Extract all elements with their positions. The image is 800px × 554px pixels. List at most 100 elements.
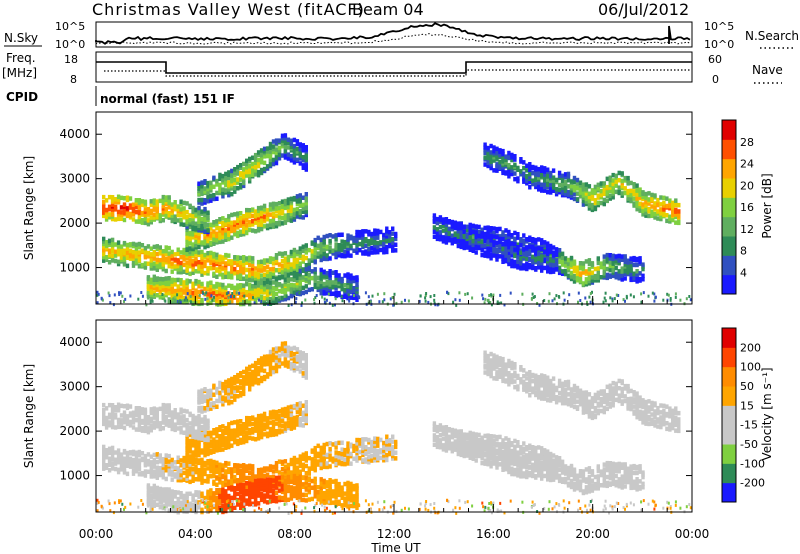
heatmap-cell: [271, 161, 276, 167]
heatmap-cell: [245, 299, 249, 304]
heatmap-cell: [262, 276, 267, 281]
heatmap-cell: [376, 231, 380, 236]
heatmap-cell: [292, 286, 297, 291]
heatmap-cell: [262, 411, 267, 417]
heatmap-cell: [253, 422, 258, 427]
heatmap-cell: [140, 243, 145, 248]
heatmap-cell: [215, 255, 219, 260]
heatmap-cell: [641, 202, 645, 207]
heatmap-cell: [158, 213, 162, 218]
heatmap-cell: [256, 152, 261, 158]
heatmap-cell: [102, 251, 106, 257]
noise-right-tick-top: 10^5: [704, 20, 734, 33]
heatmap-cell: [158, 421, 162, 426]
heatmap-cell: [471, 236, 475, 241]
heatmap-cell: [554, 265, 559, 270]
heatmap-cell: [322, 240, 326, 245]
heatmap-cell: [233, 428, 237, 433]
heatmap-cell: [466, 292, 469, 296]
heatmap-cell: [489, 226, 493, 231]
heatmap-cell: [188, 263, 192, 269]
heatmap-cell: [167, 200, 171, 206]
heatmap-cell: [283, 251, 288, 256]
heatmap-cell: [343, 252, 347, 257]
heatmap-cell: [218, 434, 222, 439]
heatmap-cell: [209, 283, 213, 289]
heatmap-cell: [158, 251, 162, 256]
heatmap-cell: [239, 171, 243, 176]
heatmap-cell: [128, 248, 133, 254]
heatmap-cell: [203, 433, 207, 438]
heatmap-cell: [283, 152, 288, 157]
heatmap-cell: [319, 246, 323, 251]
heatmap-cell: [224, 252, 228, 258]
heatmap-cell: [617, 261, 621, 266]
heatmap-cell: [271, 149, 276, 155]
heatmap-cell: [137, 413, 142, 419]
heatmap-cell: [137, 264, 142, 269]
heatmap-cell: [221, 480, 225, 486]
heatmap-cell: [271, 290, 276, 295]
heatmap-cell: [194, 212, 198, 218]
heatmap-cell: [581, 182, 586, 187]
heatmap-cell: [554, 187, 559, 192]
heatmap-cell: [209, 391, 213, 396]
heatmap-cell: [343, 249, 347, 254]
heatmap-cell: [528, 165, 532, 170]
heatmap-cell: [298, 272, 302, 277]
heatmap-cell: [256, 157, 261, 163]
heatmap-cell: [102, 459, 106, 465]
heatmap-cell: [496, 300, 499, 304]
heatmap-cell: [522, 263, 526, 268]
heatmap-cell: [394, 236, 398, 242]
heatmap-cell: [549, 265, 553, 270]
heatmap-cell: [140, 456, 145, 461]
heatmap-cell: [104, 422, 109, 428]
heatmap-cell: [268, 288, 273, 294]
heatmap-cell: [295, 460, 300, 465]
heatmap-cell: [245, 373, 249, 378]
heatmap-cell: [319, 445, 323, 451]
heatmap-cell: [662, 210, 666, 215]
heatmap-cell: [492, 168, 496, 173]
heatmap-cell: [289, 361, 294, 367]
heatmap-cell: [140, 470, 145, 476]
heatmap-cell: [242, 170, 246, 175]
heatmap-cell: [277, 220, 282, 225]
heatmap-cell: [674, 202, 678, 208]
heatmap-cell: [215, 233, 219, 239]
heatmap-cell: [134, 209, 139, 215]
heatmap-cell: [200, 267, 204, 273]
heatmap-cell: [614, 259, 618, 264]
heatmap-cell: [346, 241, 350, 246]
heatmap-cell: [659, 216, 663, 222]
heatmap-cell: [572, 259, 577, 264]
heatmap-cell: [221, 463, 225, 468]
heatmap-cell: [167, 284, 171, 289]
heatmap-cell: [557, 270, 562, 276]
heatmap-cell: [271, 222, 276, 227]
noise-sky-trace: [95, 22, 691, 45]
heatmap-cell: [289, 158, 294, 163]
heatmap-cell: [349, 442, 353, 447]
heatmap-cell: [271, 157, 276, 163]
heatmap-cell: [221, 482, 225, 488]
heatmap-cell: [611, 172, 615, 178]
heatmap-cell: [155, 465, 159, 470]
heatmap-cell: [543, 243, 547, 248]
heatmap-cell: [313, 301, 316, 305]
heatmap-cell: [102, 420, 106, 426]
heatmap-cell: [186, 298, 189, 302]
heatmap-cell: [224, 188, 228, 193]
heatmap-cell: [277, 267, 282, 273]
heatmap-cell: [253, 160, 258, 165]
heatmap-cell: [510, 253, 514, 258]
heatmap-cell: [587, 258, 592, 263]
heatmap-cell: [689, 298, 692, 302]
heatmap-cell: [677, 202, 681, 208]
heatmap-cell: [471, 229, 475, 235]
heatmap-cell: [346, 459, 350, 465]
heatmap-cell: [563, 268, 568, 274]
heatmap-cell: [289, 153, 294, 159]
heatmap-cell: [248, 463, 252, 469]
